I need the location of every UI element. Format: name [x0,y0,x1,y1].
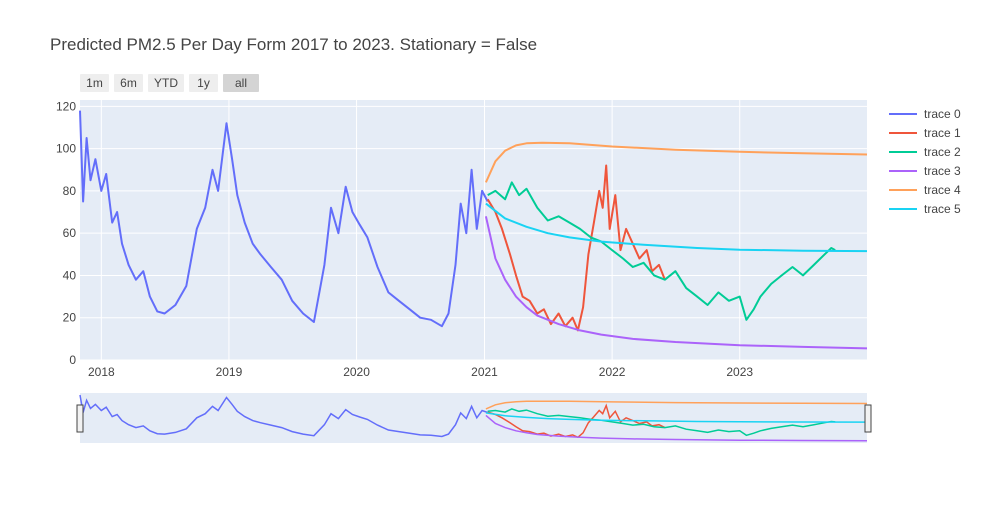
range-slider-background[interactable] [80,393,867,443]
series-line-0 [79,110,489,328]
range-button-label: all [235,76,247,90]
y-tick-label: 100 [56,142,76,156]
slider-series-line-4 [485,400,868,410]
x-tick-label: 2021 [471,365,498,379]
range-button-bg [80,74,109,92]
range-button-all[interactable]: all [223,74,259,92]
legend-label: trace 3 [924,164,961,178]
legend-item[interactable]: trace 0 [889,107,961,121]
slider-series-line-5 [485,412,868,423]
y-tick-label: 60 [63,226,77,240]
y-tick-label: 80 [63,184,77,198]
y-tick-label: 0 [69,353,76,367]
range-slider-right-handle[interactable] [864,404,872,433]
legend-label: trace 0 [924,107,961,121]
series-line-4 [484,141,868,183]
legend-item[interactable]: trace 1 [889,126,961,140]
x-tick-label: 2023 [726,365,753,379]
y-axis: 0 20 40 60 80 100 120 [56,99,76,367]
chart-title: Predicted PM2.5 Per Day Form 2017 to 202… [50,35,537,54]
legend-label: trace 4 [924,183,961,197]
x-axis: 2018 2019 2020 2021 2022 2023 [88,365,753,379]
legend-item[interactable]: trace 3 [889,164,961,178]
legend-item[interactable]: trace 5 [889,202,961,216]
series-line-3 [484,216,868,350]
range-selector: 1m 6m YTD 1y all [80,74,259,92]
plot-lines [79,110,868,350]
x-tick-label: 2018 [88,365,115,379]
range-button-label: 1m [86,76,103,90]
range-button-label: YTD [154,76,178,90]
legend-label: trace 5 [924,202,961,216]
range-button-bg [114,74,143,92]
series-line-5 [485,202,868,253]
range-slider-lines [79,394,868,442]
y-tick-label: 20 [63,311,77,325]
range-button-bg [148,74,184,92]
legend: trace 0 trace 1 trace 2 trace 3 trace 4 trace… [889,107,961,216]
range-button-6m[interactable]: 6m [114,74,143,92]
range-button-bg [189,74,218,92]
slider-series-line-3 [485,414,868,442]
x-tick-label: 2022 [599,365,626,379]
range-button-bg [223,74,259,92]
legend-item[interactable]: trace 2 [889,145,961,159]
range-button-label: 1y [197,76,210,90]
legend-label: trace 1 [924,126,961,140]
slider-series-line-2 [487,408,836,437]
x-tick-label: 2020 [343,365,370,379]
y-tick-label: 120 [56,99,76,113]
x-tick-label: 2019 [216,365,243,379]
series-line-2 [487,181,836,321]
range-button-ytd[interactable]: YTD [148,74,184,92]
series-line-1 [486,164,666,332]
range-button-1y[interactable]: 1y [189,74,218,92]
y-tick-label: 40 [63,268,77,282]
plot-background [80,100,867,360]
range-button-1m[interactable]: 1m [80,74,109,92]
legend-item[interactable]: trace 4 [889,183,961,197]
slider-series-line-0 [79,394,488,438]
range-button-label: 6m [120,76,137,90]
range-slider-left-handle[interactable] [76,404,84,433]
legend-label: trace 2 [924,145,961,159]
